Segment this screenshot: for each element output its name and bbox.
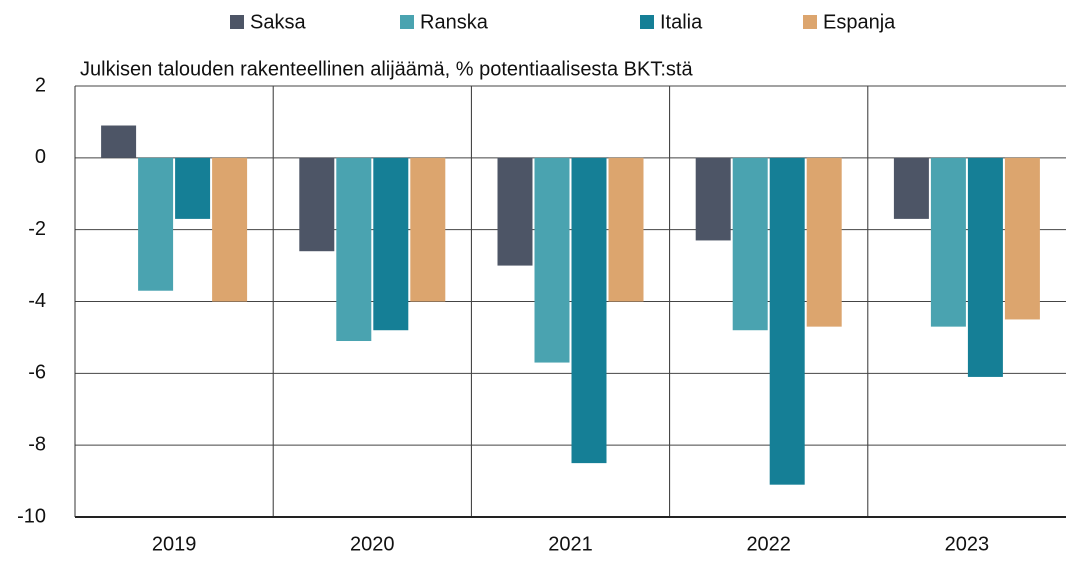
bar [299,157,335,252]
bar [608,157,644,302]
y-tick-label: 2 [35,74,46,96]
bar [769,157,805,485]
bar [806,157,842,327]
bar [336,157,372,342]
y-tick-label: 0 [35,146,46,168]
legend-swatch [230,15,244,29]
x-tick-label: 2023 [945,533,990,555]
bar [571,157,607,464]
bar [497,157,533,266]
x-tick-label: 2020 [350,533,395,555]
bar [967,157,1003,377]
bar [1004,157,1040,320]
bar [930,157,966,327]
y-tick-label: -6 [28,362,46,384]
legend-swatch [803,15,817,29]
legend-label: Saksa [250,11,306,33]
legend-swatch [640,15,654,29]
bar [893,157,929,219]
legend-label: Italia [660,11,703,33]
bar [695,157,731,241]
x-tick-label: 2022 [746,533,791,555]
bar [410,157,446,302]
legend-swatch [400,15,414,29]
legend-label: Ranska [420,11,489,33]
y-tick-label: -4 [28,290,46,312]
bar [212,157,248,302]
bar [534,157,570,363]
chart-title: Julkisen talouden rakenteellinen alijääm… [80,58,693,80]
x-tick-label: 2019 [152,533,197,555]
y-tick-label: -10 [17,505,46,527]
bar [373,157,409,331]
y-tick-label: -2 [28,218,46,240]
legend-label: Espanja [823,11,896,33]
y-tick-label: -8 [28,433,46,455]
bar [138,157,174,291]
x-tick-label: 2021 [548,533,593,555]
bar [101,125,137,158]
bar [732,157,768,331]
bar [175,157,211,219]
